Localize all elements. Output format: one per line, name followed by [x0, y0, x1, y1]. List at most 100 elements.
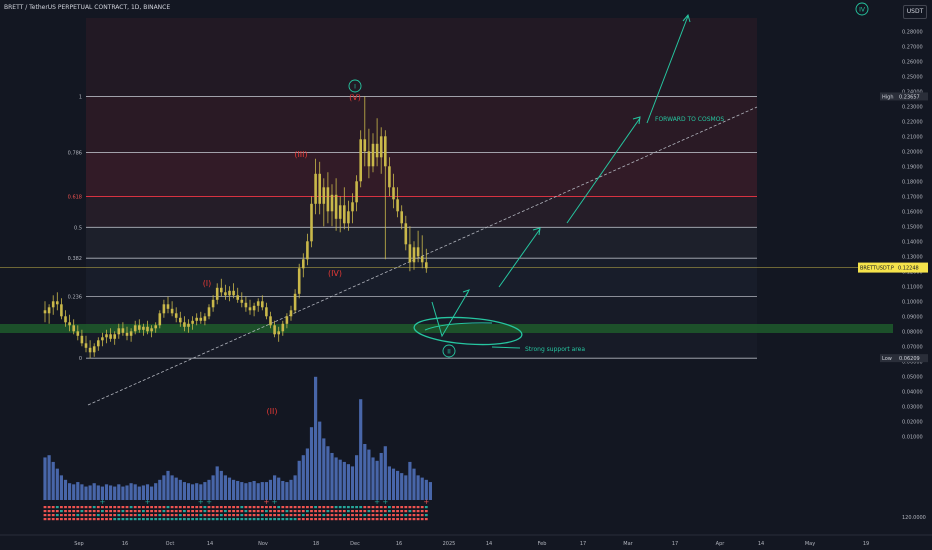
indicator-dot — [133, 514, 137, 517]
indicator-dot — [195, 510, 199, 513]
volume-bar — [281, 480, 285, 500]
indicator-dot — [170, 506, 174, 509]
volume-bar — [260, 482, 264, 500]
indicator-dot — [183, 510, 186, 513]
indicator-dot — [178, 510, 182, 513]
indicator-dot — [92, 510, 96, 513]
volume-bar — [404, 475, 408, 500]
volume-bar — [109, 485, 113, 500]
indicator-dot — [244, 510, 248, 513]
indicator-dot — [318, 510, 322, 513]
volume-bar — [338, 459, 342, 500]
indicator-dot — [158, 518, 162, 521]
volume-bar — [424, 479, 428, 500]
indicator-dot — [388, 518, 391, 521]
indicator-dot — [347, 518, 350, 521]
indicator-dot — [408, 518, 412, 521]
candle-body — [211, 299, 215, 308]
candle-body — [306, 241, 309, 260]
indicator-dot — [347, 514, 350, 517]
projection-path — [566, 117, 641, 224]
indicator-dot — [355, 518, 358, 521]
candle-body — [408, 244, 412, 263]
indicator-dot — [342, 514, 346, 517]
volume-bar — [428, 482, 432, 500]
indicator-dot — [306, 518, 309, 521]
indicator-marker: + — [423, 498, 429, 506]
indicator-dot — [273, 518, 276, 521]
candle-body — [269, 316, 272, 326]
currency-button[interactable]: USDT — [903, 5, 927, 19]
indicator-dot — [355, 514, 358, 517]
indicator-dot — [158, 506, 162, 509]
candle-body — [256, 301, 260, 306]
indicator-dot — [228, 514, 231, 517]
indicator-marker: + — [206, 498, 212, 506]
indicator-dot — [88, 518, 92, 521]
indicator-dot — [154, 518, 158, 521]
indicator-dot — [146, 506, 149, 509]
indicator-dot — [256, 518, 260, 521]
indicator-dot — [170, 518, 174, 521]
candle-body — [170, 308, 174, 314]
volume-bar — [227, 477, 232, 500]
indicator-dot — [371, 506, 375, 509]
volume-bar — [121, 486, 125, 500]
candle-body — [236, 295, 239, 300]
indicator-dot — [80, 506, 84, 509]
indicator-dot — [162, 506, 166, 509]
indicator-dot — [236, 506, 240, 509]
indicator-dot — [355, 506, 358, 509]
indicator-dot — [105, 506, 108, 509]
indicator-dot — [183, 514, 186, 517]
indicator-dot — [92, 506, 96, 509]
y-tick-label: 0.02000 — [902, 419, 923, 425]
circled-wave-label: IV — [859, 7, 866, 14]
indicator-dot — [47, 510, 51, 513]
indicator-dot — [412, 518, 416, 521]
candle-body — [297, 268, 301, 294]
indicator-dot — [244, 518, 248, 521]
indicator-dot — [113, 510, 117, 513]
indicator-dot — [400, 510, 404, 513]
indicator-dot — [55, 510, 59, 513]
x-tick-label: Oct — [166, 541, 175, 547]
indicator-dot — [142, 510, 145, 513]
indicator-dot — [113, 518, 117, 521]
indicator-dot — [347, 510, 350, 513]
indicator-dot — [187, 506, 190, 509]
indicator-dot — [228, 506, 231, 509]
volume-bar — [113, 486, 117, 500]
indicator-dot — [96, 518, 100, 521]
indicator-dot — [96, 506, 100, 509]
indicator-dot — [334, 506, 338, 509]
current-price-tag — [858, 262, 928, 273]
indicator-dot — [203, 510, 207, 513]
wave-circle — [855, 2, 869, 16]
y-tick-label: 0.04000 — [902, 389, 923, 395]
indicator-dot — [400, 514, 404, 517]
indicator-dot — [244, 514, 248, 517]
indicator-dot — [396, 514, 399, 517]
candle-body — [105, 334, 108, 338]
indicator-dot — [101, 510, 104, 513]
candle-body — [261, 301, 264, 308]
indicator-dot — [396, 518, 399, 521]
indicator-dot — [187, 518, 190, 521]
indicator-dot — [113, 514, 117, 517]
indicator-dot — [420, 518, 424, 521]
indicator-dot — [322, 514, 326, 517]
indicator-dot — [371, 518, 375, 521]
indicator-dot — [43, 506, 47, 509]
y-tick-label: 0.01000 — [902, 434, 923, 440]
indicator-dot — [228, 518, 231, 521]
candle-body — [293, 293, 297, 311]
indicator-dot — [191, 510, 194, 513]
candle-body — [248, 307, 252, 311]
candle-body — [314, 173, 317, 204]
candle-body — [302, 259, 305, 269]
indicator-dot — [351, 518, 354, 521]
volume-bar — [367, 449, 371, 500]
indicator-dot — [187, 514, 190, 517]
